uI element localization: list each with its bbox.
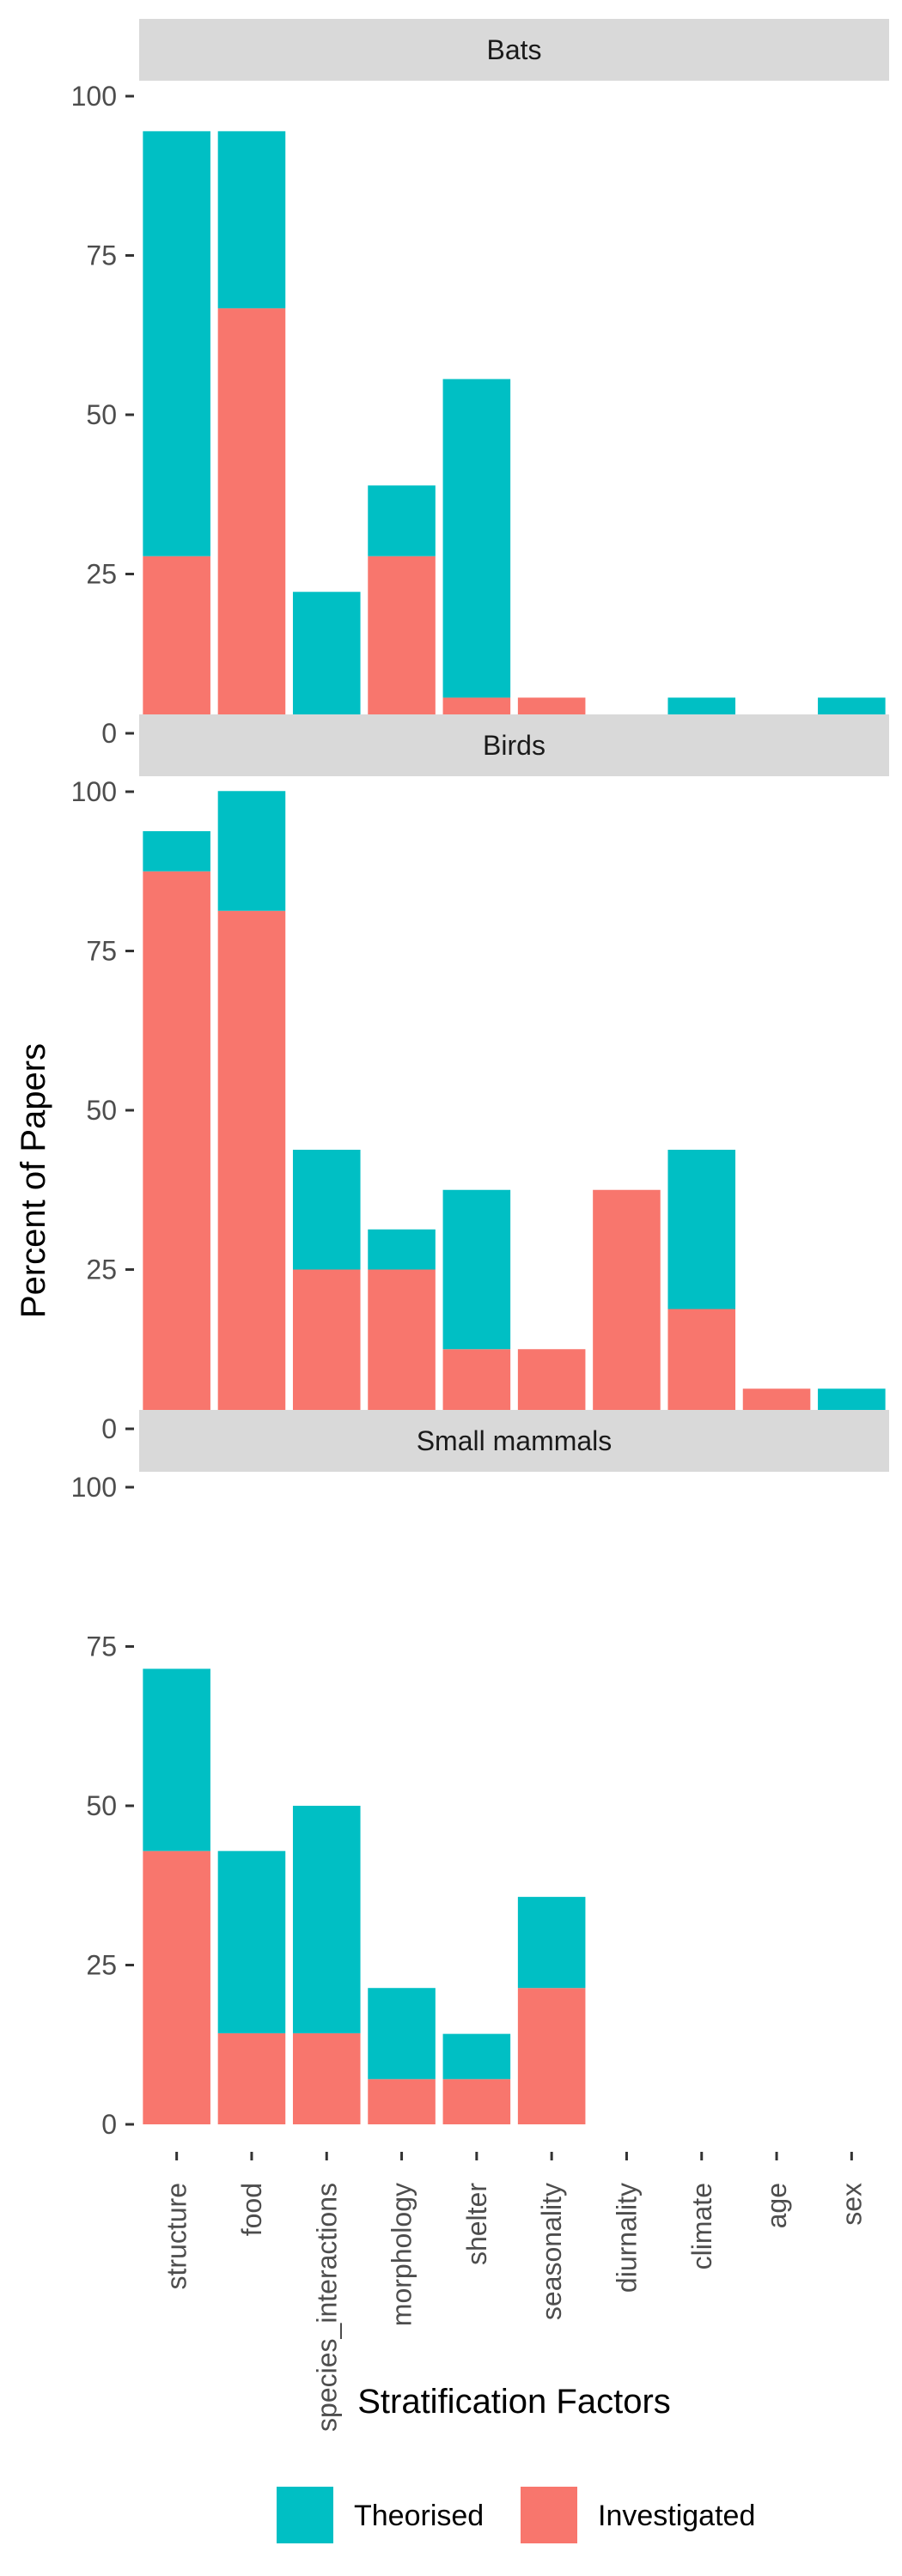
legend-label-investigated: Investigated [598, 2500, 755, 2532]
legend: Theorised Investigated [277, 2487, 755, 2543]
y-axis-label: Percent of Papers [15, 1043, 52, 1318]
bar-segment-theorised [292, 1806, 361, 2033]
bar-segment-theorised [368, 1988, 436, 2080]
bar-segment-investigated [217, 910, 286, 1429]
x-tick-label: diurnality [611, 2183, 642, 2293]
y-tick-label: 100 [71, 1472, 117, 1503]
bar-segment-investigated [368, 2079, 436, 2124]
bar-segment-investigated [217, 2032, 286, 2124]
bar-segment-theorised [368, 485, 436, 556]
bar-segment-investigated [368, 556, 436, 733]
x-axis: structure food species_interactions morphol… [162, 2152, 867, 2432]
bar-segment-investigated [292, 1269, 361, 1429]
bar-segment-investigated [143, 871, 210, 1429]
x-tick-label: seasonality [536, 2183, 567, 2320]
y-tick-label: 75 [86, 1631, 117, 1662]
x-tick-label: shelter [461, 2183, 492, 2265]
bar-segment-theorised [143, 1668, 210, 1851]
x-tick-label: climate [686, 2183, 717, 2269]
bar-segment-theorised [667, 1150, 736, 1309]
y-tick-label: 0 [101, 2109, 117, 2140]
bar-segment-theorised [442, 2033, 511, 2080]
bar-segment-theorised [217, 791, 286, 911]
x-tick-label: structure [162, 2183, 192, 2289]
legend-key-theorised [277, 2487, 333, 2543]
bar-segment-investigated [217, 308, 286, 733]
bar-segment-investigated [593, 1189, 661, 1429]
facet-panel: Small mammals 0 25 50 75 100 [71, 1410, 889, 2140]
facet-panel: Bats 0 25 50 75 100 [71, 19, 889, 749]
x-axis-label: Stratification Factors [357, 2383, 671, 2421]
bar-segment-investigated [667, 1309, 736, 1429]
facet-title: Bats [486, 34, 541, 65]
bar-segment-investigated [143, 556, 210, 733]
x-tick-label: morphology [387, 2183, 417, 2326]
y-tick-label: 75 [86, 936, 117, 967]
y-tick-label: 0 [101, 718, 117, 749]
bar-segment-theorised [368, 1229, 436, 1270]
bar-segment-investigated [368, 1269, 436, 1429]
x-tick-label: age [761, 2183, 792, 2228]
facet-title: Small mammals [417, 1425, 613, 1456]
x-tick-label: species_interactions [311, 2183, 342, 2432]
y-tick-label: 75 [86, 240, 117, 271]
legend-label-theorised: Theorised [354, 2500, 484, 2532]
facet-strip [139, 714, 889, 776]
facet-strip [139, 1410, 889, 1472]
y-tick-label: 50 [86, 1095, 117, 1126]
bar-segment-theorised [442, 1189, 511, 1350]
y-tick-label: 100 [71, 81, 117, 112]
legend-key-investigated [521, 2487, 577, 2543]
bar-segment-investigated [442, 2079, 511, 2124]
bar-segment-investigated [517, 1988, 586, 2124]
bar-segment-theorised [292, 592, 361, 733]
bar-segment-theorised [143, 131, 210, 556]
bar-segment-theorised [292, 1150, 361, 1270]
y-tick-label: 0 [101, 1413, 117, 1444]
y-tick-label: 100 [71, 776, 117, 807]
y-tick-label: 25 [86, 1950, 117, 1981]
bar-segment-theorised [217, 1850, 286, 2033]
bar-segment-theorised [442, 379, 511, 698]
x-tick-label: sex [836, 2183, 867, 2226]
y-tick-label: 50 [86, 1790, 117, 1821]
x-tick-label: food [236, 2183, 267, 2236]
bar-segment-investigated [292, 2032, 361, 2124]
facet-title: Birds [483, 730, 545, 761]
bar-segment-theorised [143, 831, 210, 872]
y-tick-label: 25 [86, 1255, 117, 1285]
y-tick-label: 50 [86, 399, 117, 430]
y-tick-label: 25 [86, 559, 117, 590]
bar-segment-theorised [217, 131, 286, 309]
facet-strip [139, 19, 889, 81]
bar-segment-theorised [517, 1897, 586, 1989]
bar-segment-investigated [143, 1850, 210, 2124]
